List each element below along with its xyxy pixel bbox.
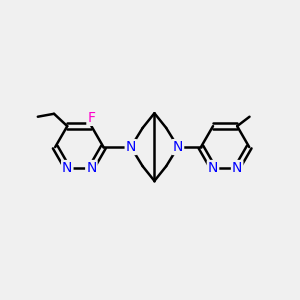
Text: F: F bbox=[87, 111, 95, 125]
Text: N: N bbox=[86, 161, 97, 175]
Text: N: N bbox=[232, 161, 242, 175]
Text: N: N bbox=[62, 161, 72, 175]
Text: N: N bbox=[173, 140, 183, 154]
Text: N: N bbox=[208, 161, 218, 175]
Text: N: N bbox=[126, 140, 136, 154]
